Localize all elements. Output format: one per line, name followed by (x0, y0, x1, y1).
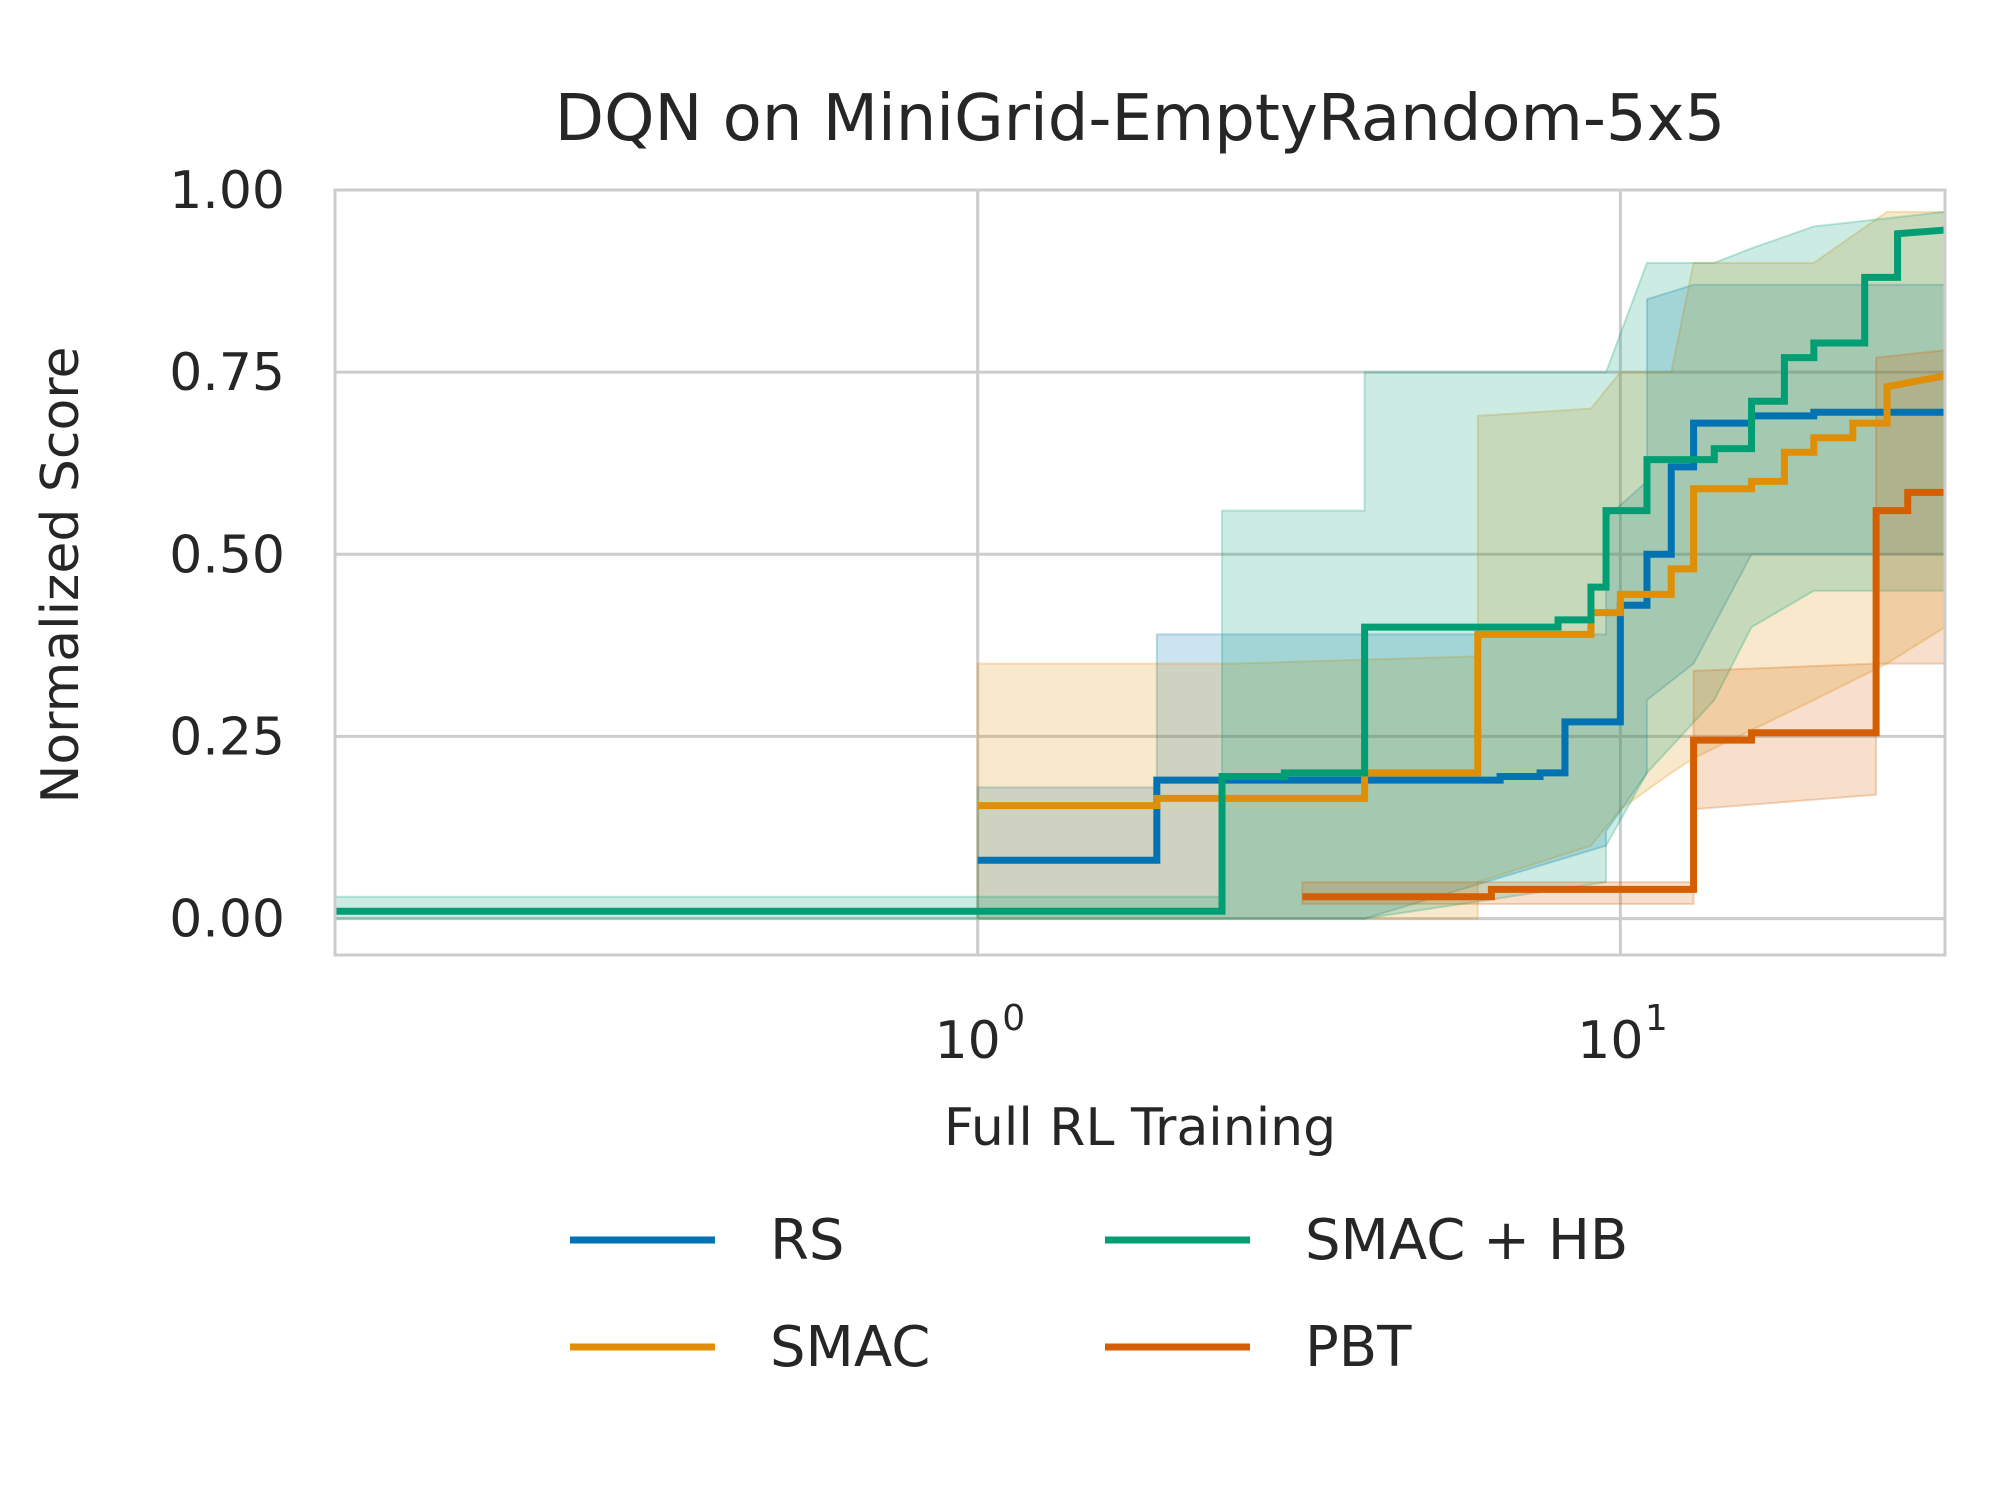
y-tick-label: 0.75 (169, 343, 285, 403)
y-tick-labels: 0.00 0.25 0.50 0.75 1.00 (169, 161, 285, 950)
legend-label: PBT (1305, 1315, 1412, 1380)
series-line-pbt (1302, 488, 1945, 901)
series-lines (335, 226, 1946, 915)
x-tick-exponent: 1 (1645, 998, 1668, 1039)
x-tick-exponent: 0 (1002, 998, 1025, 1039)
x-tick-label: 10 (935, 1011, 1001, 1071)
x-tick-labels: 10 0 10 1 (935, 998, 1668, 1071)
y-tick-label: 0.25 (169, 707, 285, 767)
series-line-smac-hb (335, 226, 1946, 915)
legend-label: SMAC (770, 1315, 930, 1380)
y-tick-label: 0.50 (169, 525, 285, 585)
legend: RS SMAC + HB SMAC PBT (570, 1208, 1628, 1380)
y-tick-label: 0.00 (169, 890, 285, 950)
x-axis-label: Full RL Training (944, 1098, 1336, 1158)
x-tick-label: 10 (1577, 1011, 1643, 1071)
y-axis-label: Normalized Score (31, 346, 91, 803)
y-tick-label: 1.00 (169, 161, 285, 221)
chart-title: DQN on MiniGrid-EmptyRandom-5x5 (555, 82, 1725, 156)
legend-label: RS (770, 1208, 844, 1273)
legend-label: SMAC + HB (1305, 1208, 1628, 1273)
series-line-smac (977, 372, 1946, 810)
confidence-bands (334, 210, 1946, 920)
plot-frame (333, 188, 1947, 957)
